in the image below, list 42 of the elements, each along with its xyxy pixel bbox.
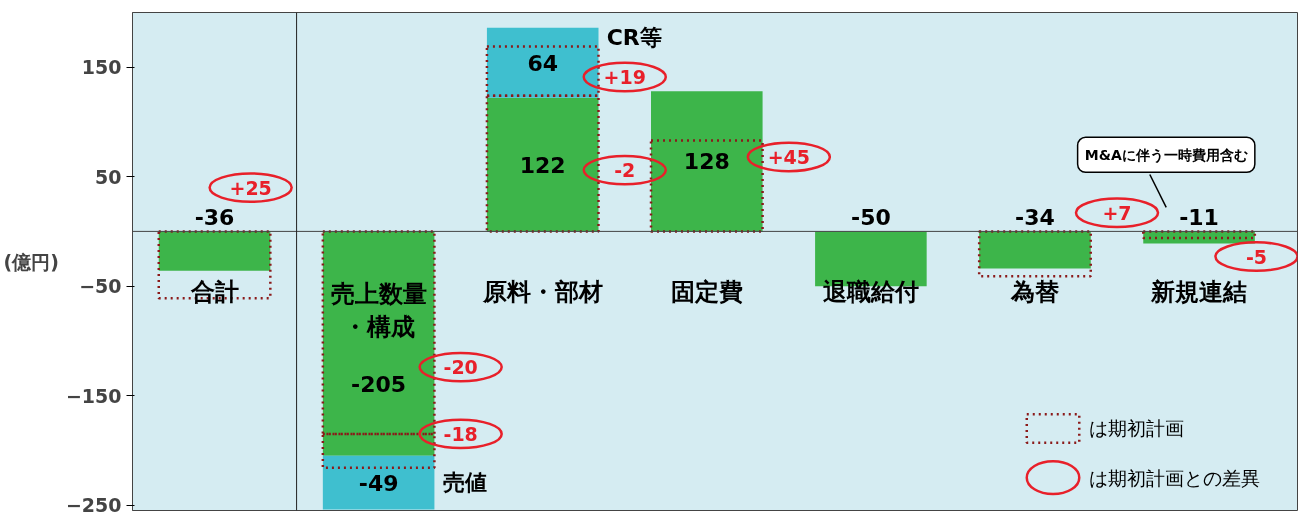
bar <box>486 27 599 98</box>
data-label: -49 <box>358 470 399 496</box>
y-axis-title: (億円) <box>3 250 59 273</box>
bar <box>322 455 435 510</box>
x-tick-label: 売上数量・構成 <box>330 279 427 342</box>
annotation: -2 <box>614 159 636 182</box>
y-tick-label: −150 <box>65 384 122 407</box>
series-label: 売値 <box>442 470 487 496</box>
y-tick-label: −250 <box>65 494 122 517</box>
data-label: -36 <box>194 205 235 231</box>
series-label: CR等 <box>606 25 662 51</box>
annotation: -18 <box>443 422 478 445</box>
x-tick-label: 為替 <box>1009 277 1059 306</box>
data-label: -50 <box>851 205 891 231</box>
data-label: 128 <box>683 149 730 175</box>
x-tick-label: 退職給付 <box>822 277 919 306</box>
annotation: -20 <box>443 356 478 379</box>
annotation: +45 <box>767 145 811 168</box>
data-label: 64 <box>527 50 559 76</box>
annotation: +7 <box>1102 201 1132 224</box>
annotation: M&Aに伴う一時費用含む <box>1084 146 1248 164</box>
annotation: +25 <box>229 176 272 199</box>
legend-label: は期初計画 <box>1089 417 1185 440</box>
x-tick-label: 合計 <box>189 277 239 306</box>
y-tick-label: 150 <box>81 56 122 79</box>
bar <box>649 139 764 233</box>
y-tick-label: 50 <box>95 165 122 188</box>
x-tick-label: 新規連結 <box>1150 277 1248 306</box>
bar <box>977 230 1092 278</box>
data-label: 122 <box>519 152 566 178</box>
x-tick-label: 固定費 <box>670 277 743 306</box>
bar <box>158 231 271 271</box>
annotation: -5 <box>1245 245 1268 268</box>
x-tick-label: 原料・部材 <box>481 277 603 306</box>
y-tick-label: −50 <box>79 275 122 298</box>
data-label: -34 <box>1015 205 1055 231</box>
bar <box>1142 230 1257 240</box>
data-label: -205 <box>351 371 407 397</box>
annotation: は期初計画との差異 <box>1089 466 1261 489</box>
data-label: -11 <box>1179 205 1219 231</box>
bar <box>651 91 763 232</box>
annotation: +19 <box>603 66 646 89</box>
